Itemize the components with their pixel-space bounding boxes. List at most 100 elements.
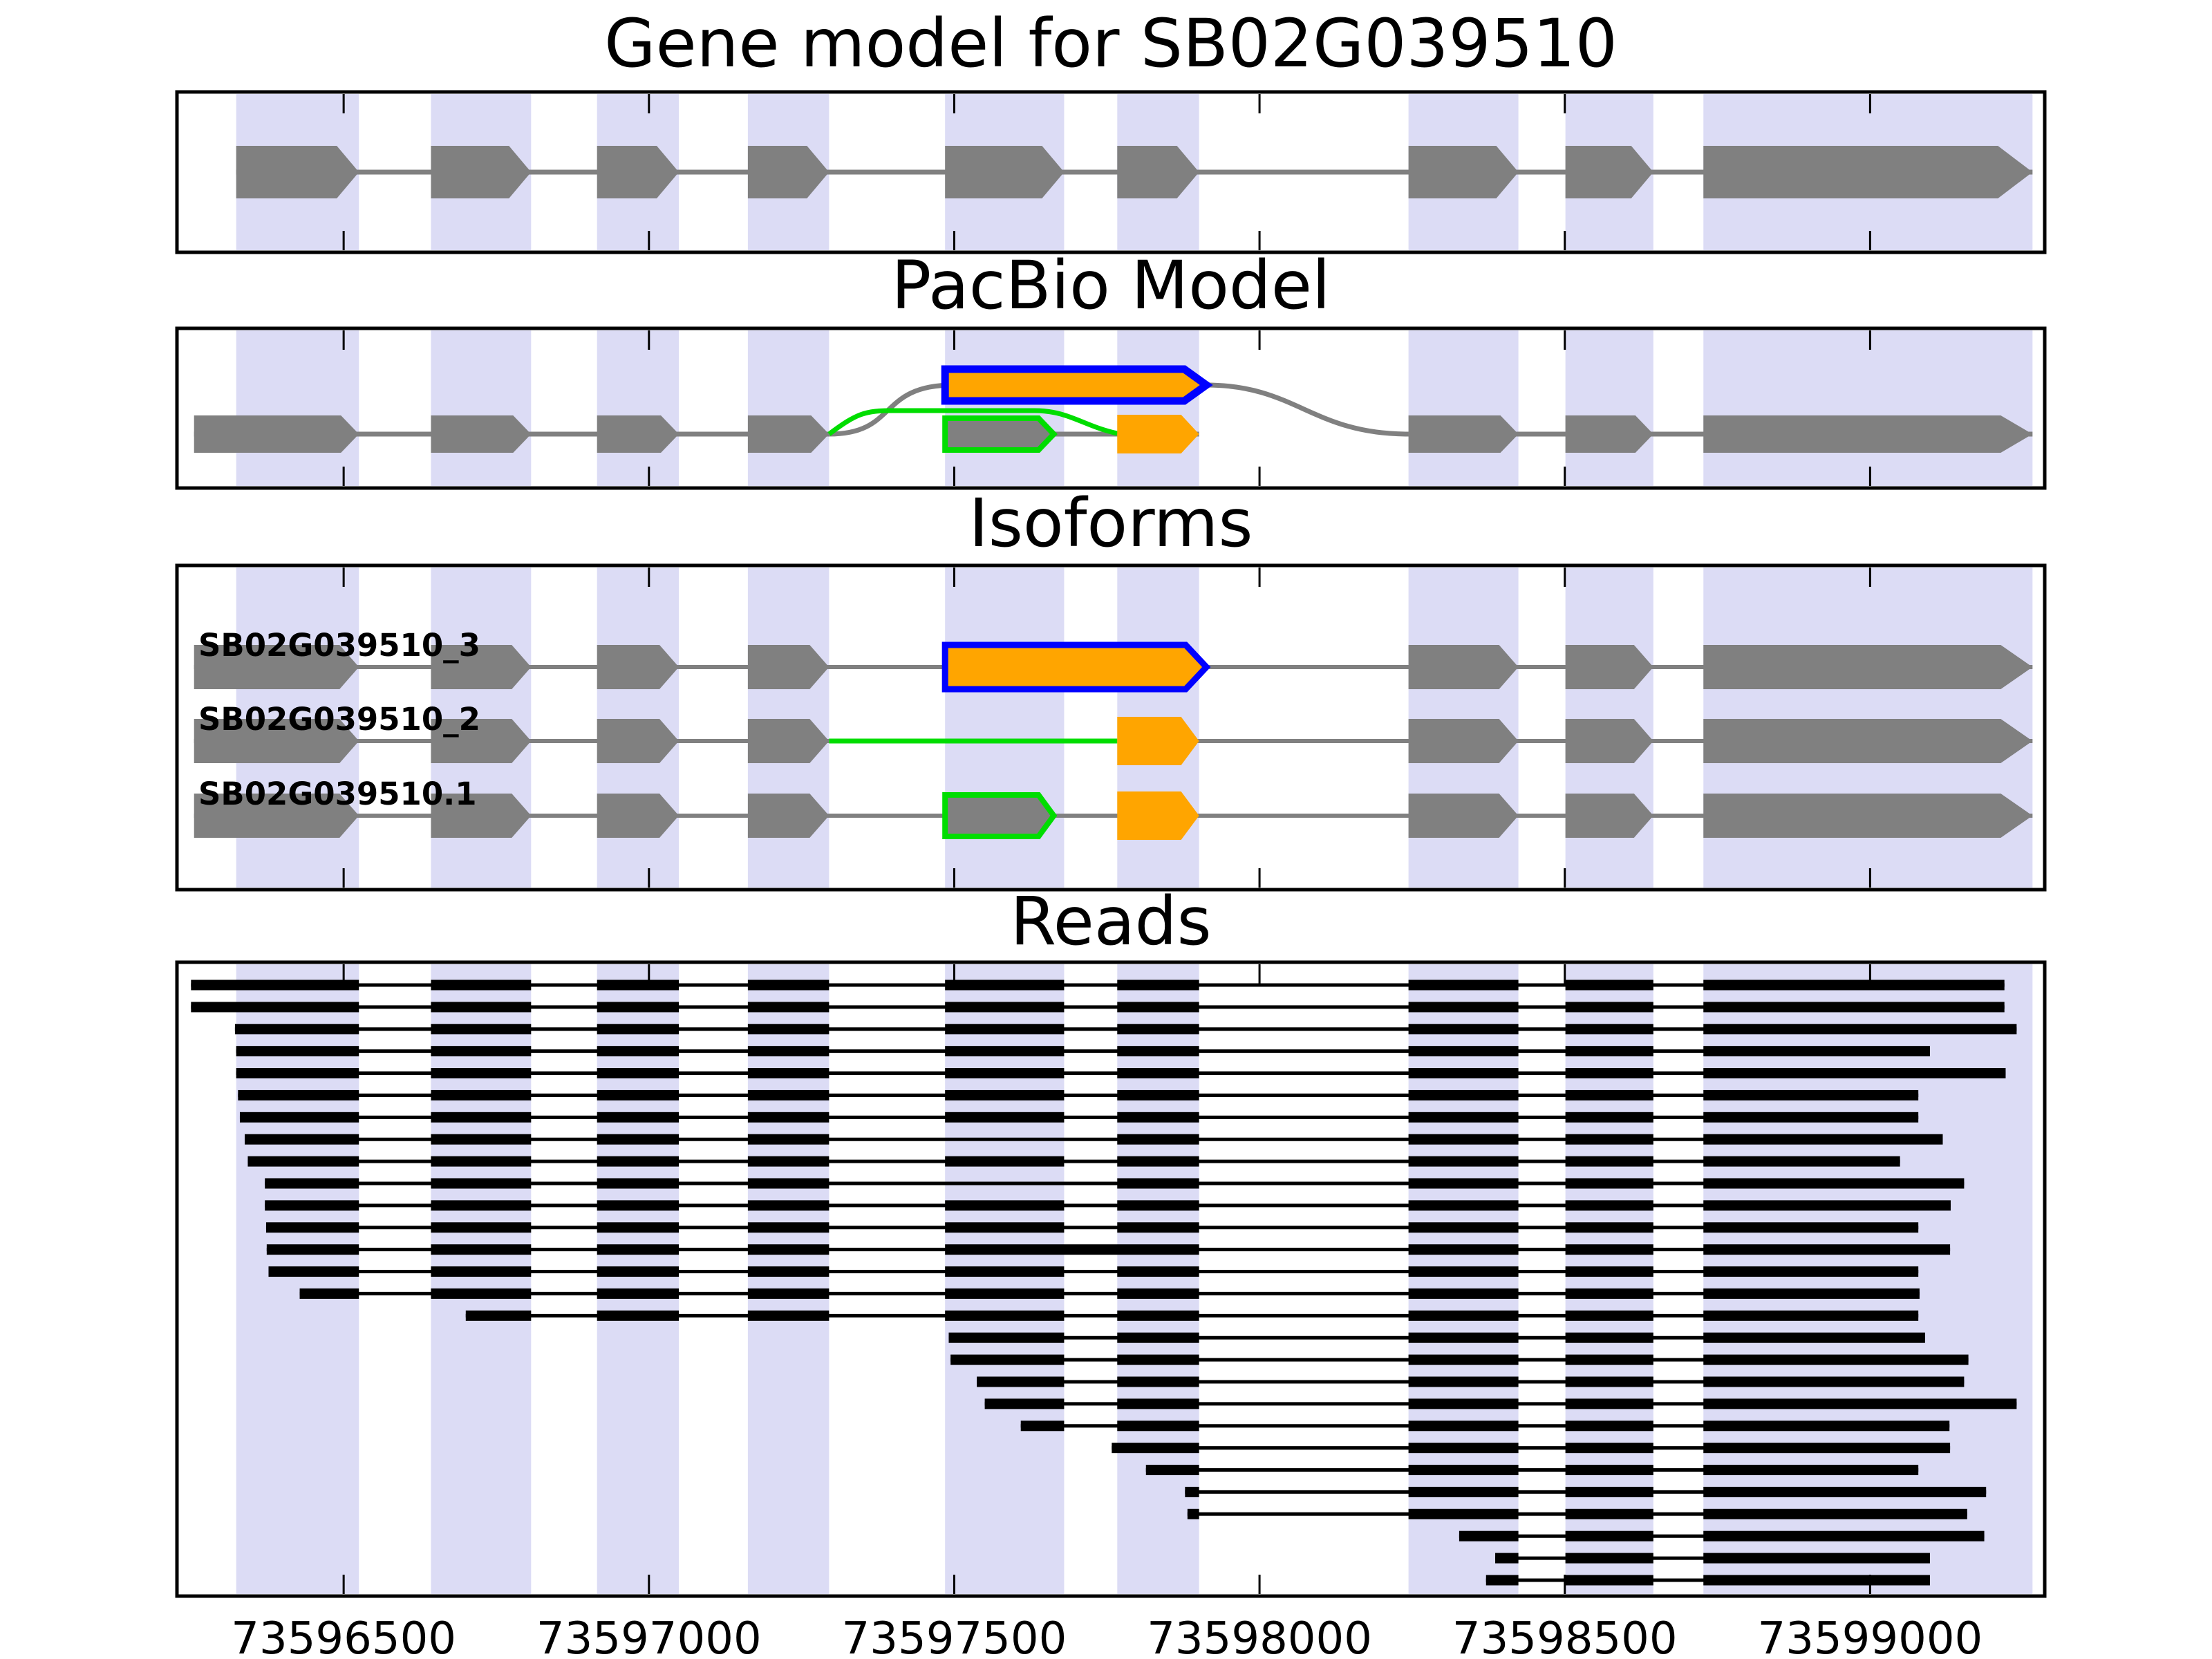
exon-arrow bbox=[1408, 146, 1519, 198]
read-exon-block bbox=[1117, 1024, 1199, 1035]
read-exon-block bbox=[265, 1200, 359, 1211]
read-exon-block bbox=[1408, 1222, 1519, 1233]
read-exon-block bbox=[1408, 1354, 1519, 1365]
read-exon-block bbox=[1703, 1046, 1930, 1057]
exon-arrow bbox=[597, 645, 679, 689]
read-exon-block bbox=[431, 1134, 532, 1145]
read-exon-block bbox=[1408, 1178, 1519, 1189]
read-exon-block bbox=[299, 1288, 359, 1299]
read-exon-block bbox=[1117, 1398, 1199, 1409]
read-exon-block bbox=[1703, 1443, 1951, 1454]
read-exon-block bbox=[1408, 1486, 1519, 1497]
exon-arrow bbox=[747, 645, 830, 689]
read-exon-block bbox=[236, 1046, 359, 1057]
read-exon-block bbox=[945, 1112, 1065, 1123]
read-exon-block bbox=[1565, 1354, 1653, 1365]
exon-band bbox=[597, 330, 679, 486]
exon-band bbox=[945, 568, 1065, 888]
read-row bbox=[265, 1222, 1919, 1233]
read-exon-block bbox=[1703, 1024, 2017, 1035]
exon-arrow bbox=[1703, 415, 2033, 453]
read-exon-block bbox=[1117, 1046, 1199, 1057]
read-row bbox=[238, 1089, 1919, 1100]
exon-arrow bbox=[1408, 645, 1519, 689]
read-exon-block bbox=[1408, 1288, 1519, 1299]
read-exon-block bbox=[945, 1200, 1065, 1211]
orange-exon-arrow bbox=[1117, 717, 1199, 765]
read-exon-block bbox=[1565, 1530, 1653, 1541]
exon-arrow bbox=[1565, 794, 1653, 838]
read-exon-block bbox=[597, 1046, 679, 1057]
read-row bbox=[234, 1024, 2017, 1035]
read-row bbox=[245, 1134, 1943, 1145]
read-exon-block bbox=[1565, 1266, 1653, 1277]
read-exon-block bbox=[1408, 1046, 1519, 1057]
read-exon-block bbox=[1703, 1244, 1951, 1255]
read-exon-block bbox=[945, 1002, 1065, 1013]
exon-arrow bbox=[597, 719, 679, 763]
read-exon-block bbox=[1703, 980, 2005, 991]
read-exon-block bbox=[597, 1089, 679, 1100]
read-exon-block bbox=[597, 1310, 679, 1321]
read-row bbox=[1020, 1421, 1950, 1432]
read-exon-block bbox=[1565, 1332, 1653, 1343]
read-exon-block bbox=[1117, 1200, 1199, 1211]
read-exon-block bbox=[977, 1376, 1065, 1387]
read-exon-block bbox=[1117, 1354, 1199, 1365]
exon-arrow bbox=[1703, 645, 2033, 689]
read-exon-block bbox=[1117, 1089, 1199, 1100]
read-row bbox=[236, 1046, 1930, 1057]
read-exon-block bbox=[597, 1068, 679, 1079]
read-exon-block bbox=[1565, 1465, 1653, 1476]
read-exon-block bbox=[1408, 1508, 1519, 1519]
merged-exon-arrow bbox=[941, 641, 1211, 693]
read-exon-block bbox=[1565, 1112, 1653, 1123]
exon-arrow bbox=[597, 794, 679, 838]
read-exon-block bbox=[747, 1089, 830, 1100]
read-exon-block bbox=[597, 1222, 679, 1233]
exon-band bbox=[747, 330, 830, 486]
read-row bbox=[984, 1398, 2017, 1409]
read-row bbox=[1112, 1443, 1951, 1454]
read-exon-block bbox=[1565, 1156, 1653, 1167]
read-exon-block bbox=[431, 1024, 532, 1035]
exon-band bbox=[597, 964, 679, 1594]
read-exon-block bbox=[1187, 1508, 1199, 1519]
panel-title-reads: Reads bbox=[1010, 883, 1212, 960]
read-exon-block bbox=[1408, 1200, 1519, 1211]
skip-arc-green bbox=[827, 408, 1118, 436]
read-exon-block bbox=[1408, 980, 1519, 991]
read-exon-block bbox=[1565, 1288, 1653, 1299]
read-exon-block bbox=[1117, 1421, 1199, 1432]
read-exon-block bbox=[1495, 1553, 1519, 1564]
read-exon-block bbox=[1565, 1398, 1653, 1409]
read-exon-block bbox=[948, 1332, 1065, 1343]
axis-tick-label: 73597500 bbox=[842, 1613, 1067, 1659]
read-exon-block bbox=[1565, 1575, 1653, 1586]
axis-tick-label: 73597000 bbox=[536, 1613, 762, 1659]
read-exon-block bbox=[945, 1068, 1065, 1079]
panel-title-gene-model: Gene model for SB02G039510 bbox=[604, 5, 1618, 82]
read-row bbox=[266, 1244, 1951, 1255]
read-exon-block bbox=[1703, 1156, 1900, 1167]
read-exon-block bbox=[1565, 1222, 1653, 1233]
exon-arrow bbox=[1408, 719, 1519, 763]
exon-arrow bbox=[194, 719, 359, 763]
read-exon-block bbox=[747, 1002, 830, 1013]
read-exon-block bbox=[431, 1222, 532, 1233]
read-exon-block bbox=[945, 1222, 1065, 1233]
read-exon-block bbox=[191, 1002, 359, 1013]
read-exon-block bbox=[597, 1244, 679, 1255]
read-exon-block bbox=[945, 980, 1065, 991]
read-exon-block bbox=[747, 1222, 830, 1233]
read-exon-block bbox=[945, 1046, 1065, 1057]
read-exon-block bbox=[945, 1310, 1065, 1321]
read-exon-block bbox=[1117, 1376, 1199, 1387]
axis-tick-label: 73599000 bbox=[1758, 1613, 1983, 1659]
read-exon-block bbox=[1565, 1421, 1653, 1432]
read-exon-block bbox=[1408, 1112, 1519, 1123]
read-row bbox=[1145, 1465, 1919, 1476]
read-exon-block bbox=[1408, 1068, 1519, 1079]
read-exon-block bbox=[431, 1178, 532, 1189]
read-exon-block bbox=[1185, 1486, 1199, 1497]
